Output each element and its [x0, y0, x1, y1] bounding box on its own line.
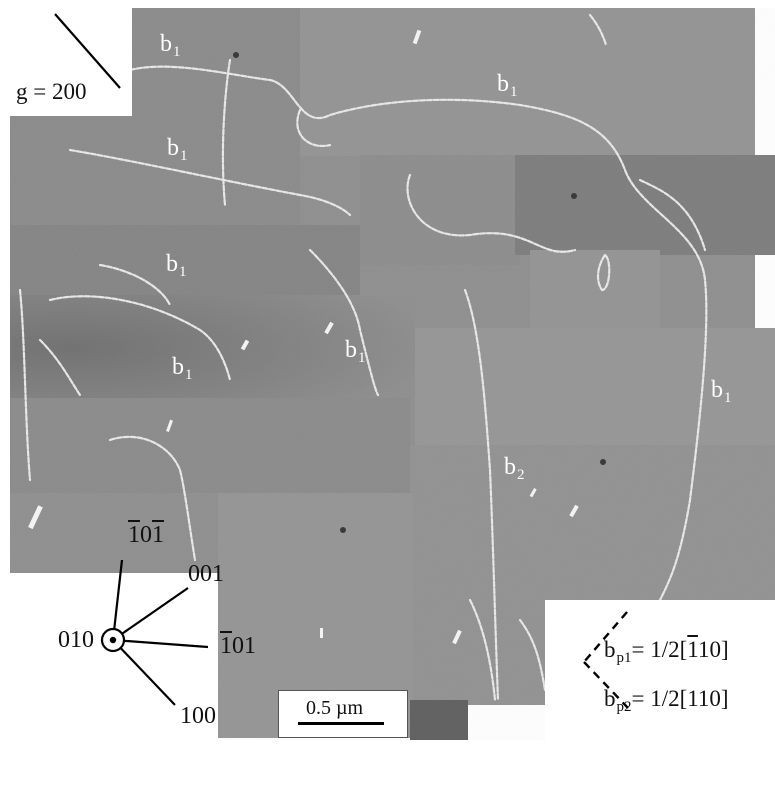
burgers-label-b1: b1 — [167, 135, 188, 164]
g-vector-label: g = 200 — [16, 79, 87, 104]
precipitates — [28, 29, 579, 645]
orientation-label-right: 101 — [220, 633, 256, 659]
burgers-label-b1: b1 — [166, 251, 187, 280]
orientation-label-lower-right: 100 — [180, 703, 216, 729]
g-vector-arrow — [54, 13, 121, 89]
orientation-inset — [10, 573, 218, 743]
scale-bar-label: 0.5 µm — [306, 697, 364, 719]
g-vector-inset — [10, 8, 132, 116]
dark-spots — [233, 52, 606, 533]
orientation-label-upper-left: 101 — [128, 522, 164, 548]
orientation-label-center: 010 — [58, 627, 94, 653]
projection-bp2: bp2= 1/2[110] — [604, 686, 729, 715]
burgers-label-b1: b1 — [160, 31, 181, 60]
orientation-label-upper-right: 001 — [188, 561, 224, 587]
projection-bp1: bp1= 1/2[110] — [604, 637, 729, 666]
burgers-label-b1: b1 — [345, 337, 366, 366]
burgers-label-b1: b1 — [711, 377, 732, 406]
burgers-label-b1: b1 — [497, 71, 518, 100]
scale-bar-box — [278, 690, 408, 738]
dislocation-lines — [18, 13, 708, 702]
burgers-projection-inset — [545, 600, 775, 740]
burgers-label-b1: b1 — [172, 354, 193, 383]
burgers-label-b2: b2 — [504, 454, 525, 483]
orientation-axes — [100, 559, 209, 706]
scale-bar-line — [298, 722, 384, 725]
